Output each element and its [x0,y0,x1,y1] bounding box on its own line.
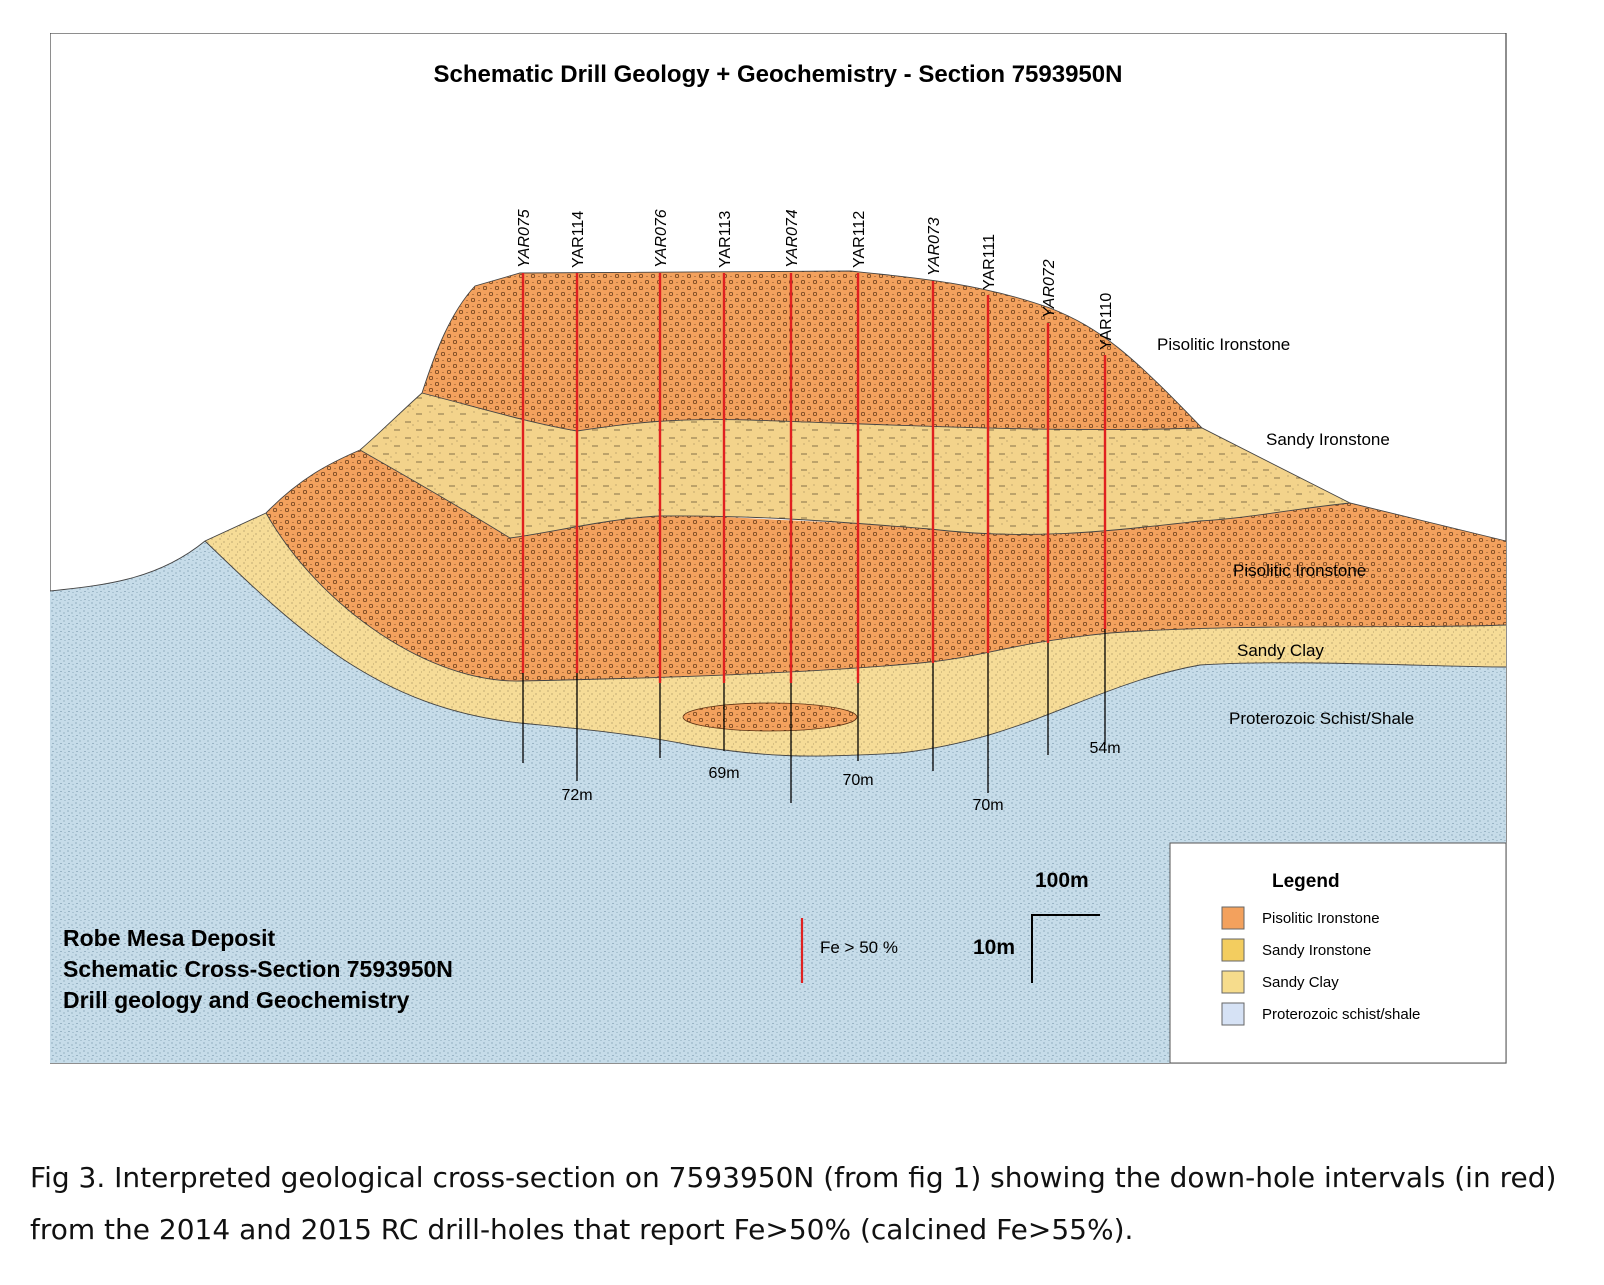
legend-label-0: Pisolitic Ironstone [1262,910,1380,927]
depth-label-yar112: 70m [842,772,873,789]
figure-caption: Fig 3. Interpreted geological cross-sect… [30,1161,1557,1246]
depth-label-yar111: 70m [972,797,1003,814]
unit-boundaries [50,270,1507,757]
cross-section-figure: YAR075 YAR114 72m YAR076 YAR113 69m YAR074 YAR1… [50,33,1507,1064]
deposit-name: Robe Mesa Deposit [63,925,275,951]
hole-label-yar072: YAR072 [1041,259,1058,318]
legend-label-1: Sandy Ironstone [1262,942,1371,959]
unit-pisolitic-lens [682,702,858,732]
scale-vertical-label: 10m [973,936,1015,959]
label-proterozoic-schist: Proterozoic Schist/Shale [1229,709,1414,728]
label-sandy-clay: Sandy Clay [1237,641,1324,660]
legend-swatch-2 [1221,970,1245,994]
depth-label-yar113: 69m [708,765,739,782]
legend-title: Legend [1272,871,1340,892]
depth-label-yar110: 54m [1089,740,1120,757]
hole-label-yar076: YAR076 [653,209,670,268]
label-pisolitic-ironstone-top: Pisolitic Ironstone [1157,335,1290,354]
legend-swatch-1 [1221,938,1245,962]
unit-sandy-ironstone [360,393,1350,538]
depth-label-yar114: 72m [561,787,592,804]
scale-bar: 100m 10m [973,869,1100,983]
hole-label-yar114: YAR114 [570,211,587,268]
hole-label-yar074: YAR074 [784,209,801,268]
scale-horizontal-label: 100m [1035,869,1089,892]
hole-label-yar075: YAR075 [516,209,533,268]
hole-label-yar111: YAR111 [981,234,998,290]
legend-label-2: Sandy Clay [1262,974,1339,991]
legend: Legend Pisolitic Ironstone Sandy Ironston… [1169,842,1507,1064]
figure-title: Schematic Drill Geology + Geochemistry -… [434,61,1123,88]
label-pisolitic-ironstone-lower: Pisolitic Ironstone [1233,561,1366,580]
hole-label-yar110: YAR110 [1098,293,1115,350]
hole-label-yar113: YAR113 [717,211,734,268]
legend-swatch-3 [1221,1002,1245,1026]
legend-swatch-0 [1221,906,1245,930]
unit-pisolitic-ironstone-upper [422,271,1202,431]
deposit-subtitle: Drill geology and Geochemistry [63,987,410,1013]
hole-label-yar112: YAR112 [851,211,868,268]
deposit-section: Schematic Cross-Section 7593950N [63,956,453,982]
legend-label-3: Proterozoic schist/shale [1262,1006,1420,1023]
fe-interval-label: Fe > 50 % [820,938,898,957]
drill-holes: YAR075 YAR114 72m YAR076 YAR113 69m YAR074 YAR1… [516,209,1121,814]
hole-label-yar073: YAR073 [926,217,943,276]
label-sandy-ironstone: Sandy Ironstone [1266,430,1390,449]
